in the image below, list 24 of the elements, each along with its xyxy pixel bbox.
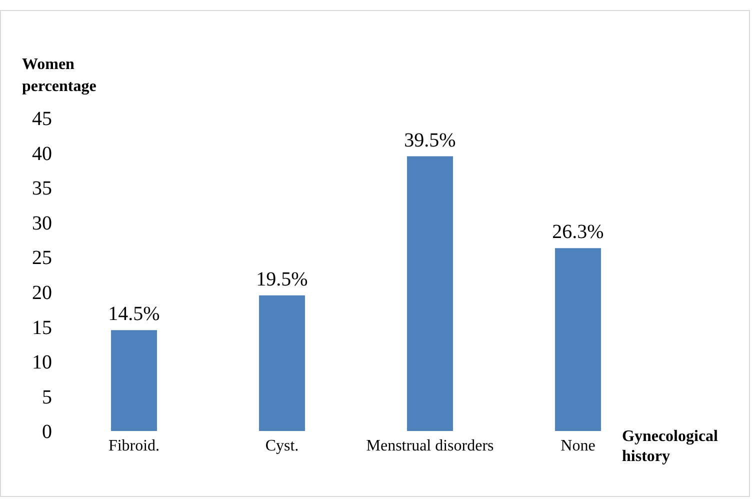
y-tick-label: 35: [32, 178, 52, 200]
bar: [259, 295, 305, 431]
x-tick-label: None: [560, 437, 596, 454]
data-label: 14.5%: [108, 303, 160, 326]
y-axis-title: Women percentage: [22, 55, 98, 97]
y-tick-label: 0: [42, 421, 52, 444]
y-tick-label: 45: [32, 108, 52, 130]
data-label: 26.3%: [552, 221, 604, 244]
bar: [407, 156, 453, 431]
y-tick-label: 20: [32, 282, 52, 304]
y-tick-label: 30: [32, 212, 52, 234]
y-tick-label: 40: [32, 142, 52, 165]
x-tick-label: Fibroid.: [108, 437, 160, 454]
bar: [111, 330, 157, 431]
x-tick-label: Cyst.: [265, 437, 299, 454]
data-label: 39.5%: [404, 129, 456, 152]
data-label: 19.5%: [256, 268, 308, 290]
y-tick-label: 10: [32, 352, 52, 374]
x-tick-label: Menstrual disorders: [366, 437, 494, 454]
x-axis-title: Gynecological history: [622, 427, 719, 467]
bar: [555, 248, 601, 431]
y-tick-label: 15: [32, 316, 52, 339]
y-tick-label: 5: [42, 386, 52, 408]
y-tick-label: 25: [32, 247, 52, 270]
